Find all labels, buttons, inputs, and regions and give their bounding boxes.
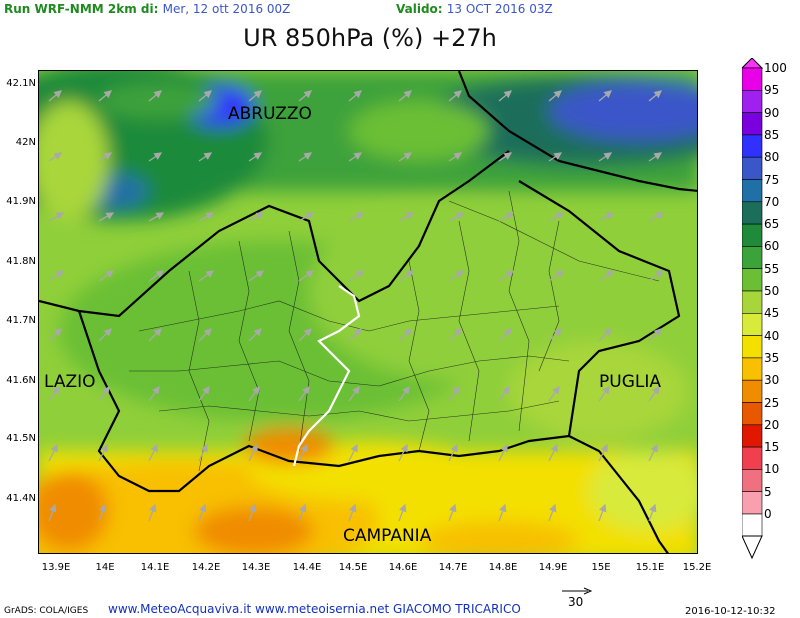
x-tick: 14.5E — [338, 562, 368, 573]
legend-label: 85 — [764, 127, 780, 142]
y-tick: 41.4N — [6, 493, 36, 504]
color-legend-bar — [742, 58, 764, 560]
region-borders — [39, 71, 697, 553]
legend-label: 0 — [764, 507, 772, 521]
run-date: Mer, 12 ott 2016 00Z — [162, 2, 291, 16]
valid-date: 13 OCT 2016 03Z — [446, 2, 553, 16]
wind-scale-arrow-icon — [562, 587, 593, 595]
map-title: UR 850hPa (%) +27h — [243, 24, 497, 52]
legend-swatch — [742, 513, 763, 537]
region-label-puglia: PUGLIA — [599, 372, 661, 392]
x-tick: 15.2E — [682, 562, 712, 573]
wind-vectors — [48, 90, 665, 522]
x-tick: 13.9E — [41, 562, 71, 573]
legend-label: 80 — [764, 150, 780, 165]
legend-label: 60 — [764, 239, 780, 254]
legend-label: 90 — [764, 105, 780, 120]
legend-swatch — [742, 446, 763, 470]
legend-swatch — [742, 156, 763, 180]
y-tick: 41.6N — [6, 375, 36, 386]
x-tick: 14.8E — [488, 562, 518, 573]
legend-label: 10 — [764, 462, 780, 477]
legend-swatch — [742, 313, 763, 336]
region-label-lazio: LAZIO — [44, 372, 96, 392]
legend-swatch — [742, 134, 763, 158]
y-tick: 42.1N — [6, 78, 36, 89]
legend-swatch — [742, 357, 763, 381]
x-tick: 14.6E — [388, 562, 418, 573]
y-tick: 41.8N — [6, 256, 36, 267]
legend-label: 20 — [764, 417, 780, 432]
x-tick: 14E — [95, 562, 115, 573]
x-tick: 14.2E — [191, 562, 221, 573]
x-tick: 14.1E — [140, 562, 170, 573]
legend-swatch — [742, 268, 763, 292]
legend-bottom-cap — [742, 535, 763, 560]
legend-swatch — [742, 469, 763, 492]
isernia-border — [292, 285, 361, 467]
legend-swatch — [742, 424, 763, 448]
legend-swatch — [742, 89, 763, 113]
legend-label: 30 — [764, 373, 780, 388]
legend-label: 25 — [764, 395, 780, 410]
legend-swatch — [742, 223, 763, 247]
y-tick: 41.7N — [6, 315, 36, 326]
legend-label: 40 — [764, 328, 780, 343]
legend-swatch — [742, 246, 763, 269]
x-tick: 15E — [591, 562, 611, 573]
generation-timestamp: 2016-10-12-10:32 — [685, 606, 776, 617]
municipal-borders — [129, 190, 660, 472]
map-plot — [38, 70, 698, 554]
legend-swatch — [742, 112, 763, 136]
legend-swatch — [742, 179, 763, 203]
legend-label: 15 — [764, 440, 780, 455]
legend-label: 95 — [764, 83, 780, 98]
legend-label: 75 — [764, 172, 780, 187]
legend-swatch — [742, 67, 763, 91]
legend-swatch — [742, 379, 763, 403]
legend-label: 50 — [764, 284, 780, 298]
legend-label: 45 — [764, 306, 780, 321]
x-tick: 14.7E — [438, 562, 468, 573]
grads-credit: GrADS: COLA/IGES — [4, 606, 89, 616]
legend-label: 35 — [764, 350, 780, 365]
legend-label: 5 — [764, 484, 772, 499]
run-info: Run WRF-NMM 2km di: Mer, 12 ott 2016 00Z — [4, 2, 290, 16]
humidity-field — [39, 71, 697, 553]
legend-label: 55 — [764, 261, 780, 276]
x-tick: 14.9E — [538, 562, 568, 573]
legend-label: 65 — [764, 217, 780, 232]
y-tick: 41.5N — [6, 433, 36, 444]
legend-top-cap — [742, 58, 764, 69]
legend-label: 100 — [764, 61, 787, 75]
x-tick: 15.1E — [635, 562, 665, 573]
legend-label: 70 — [764, 194, 780, 209]
legend-swatch — [742, 290, 763, 314]
run-label: Run WRF-NMM 2km di: — [4, 2, 159, 16]
region-label-abruzzo: ABRUZZO — [228, 104, 312, 124]
legend-swatch — [742, 201, 763, 225]
legend-swatch — [742, 491, 763, 515]
valid-label: Valido: — [396, 2, 443, 16]
website-credits: www.MeteoAcquaviva.it www.meteoisernia.n… — [108, 602, 521, 616]
x-tick: 14.3E — [241, 562, 271, 573]
region-label-campania: CAMPANIA — [343, 526, 432, 546]
wind-scale-value: 30 — [568, 595, 584, 609]
valid-info: Valido: 13 OCT 2016 03Z — [396, 2, 553, 16]
y-tick: 42N — [15, 137, 36, 148]
x-tick: 14.4E — [292, 562, 322, 573]
legend-swatch — [742, 402, 763, 426]
y-tick: 41.9N — [6, 196, 36, 207]
legend-swatch — [742, 335, 763, 359]
